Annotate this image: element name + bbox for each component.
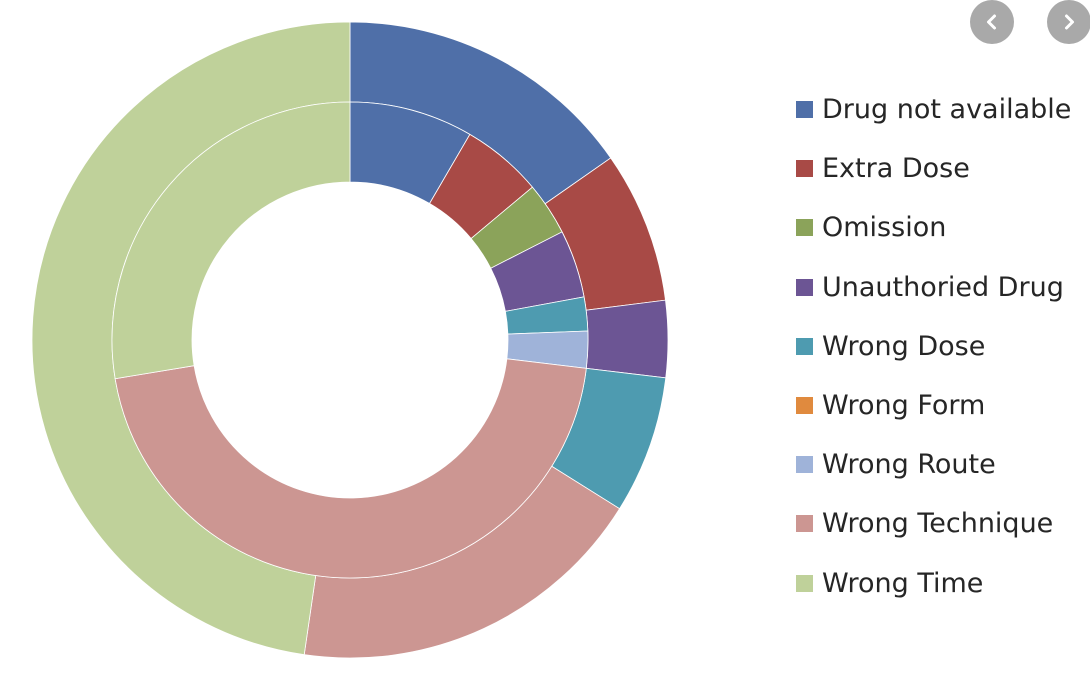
legend-label: Extra Dose xyxy=(822,153,970,185)
legend-label: Drug not available xyxy=(822,94,1072,126)
outer-ring xyxy=(31,21,669,659)
legend-swatch xyxy=(796,101,813,119)
legend-label: Omission xyxy=(822,212,947,244)
legend-label: Wrong Route xyxy=(822,449,996,481)
legend-item-wrong-route: Wrong Route xyxy=(796,435,1071,494)
legend-item-wrong-form: Wrong Form xyxy=(796,376,1071,435)
legend-swatch xyxy=(796,515,813,533)
legend-item-wrong-technique: Wrong Technique xyxy=(796,494,1071,553)
legend-swatch xyxy=(796,574,813,592)
outer-slice-unauthoried-drug xyxy=(585,299,669,379)
legend-swatch xyxy=(796,456,813,474)
legend-label: Wrong Technique xyxy=(822,508,1054,540)
legend-swatch xyxy=(796,160,813,178)
legend-item-wrong-dose: Wrong Dose xyxy=(796,317,1071,376)
double-donut-chart xyxy=(31,21,669,659)
chevron-right-icon xyxy=(1065,14,1074,30)
legend-item-omission: Omission xyxy=(796,198,1071,257)
previous-button[interactable] xyxy=(970,0,1014,44)
legend-label: Unauthoried Drug xyxy=(822,271,1064,303)
legend-swatch xyxy=(796,337,813,355)
inner-slice-wrong-technique xyxy=(114,358,587,579)
legend-label: Wrong Dose xyxy=(822,330,986,362)
inner-slice-wrong-time xyxy=(111,101,351,380)
legend-swatch xyxy=(796,278,813,296)
legend-item-wrong-time: Wrong Time xyxy=(796,554,1071,613)
inner-ring xyxy=(111,101,589,579)
legend-label: Wrong Form xyxy=(822,390,986,422)
legend-label: Wrong Time xyxy=(822,567,984,599)
legend-swatch xyxy=(796,219,813,237)
legend-swatch xyxy=(796,397,813,415)
legend-item-drug-not-available: Drug not available xyxy=(796,80,1071,139)
legend-item-extra-dose: Extra Dose xyxy=(796,139,1071,198)
next-button[interactable] xyxy=(1047,0,1090,44)
legend-item-unauthoried-drug: Unauthoried Drug xyxy=(796,258,1071,317)
chart-legend: Drug not available Extra Dose Omission U… xyxy=(796,80,1071,613)
chevron-left-icon xyxy=(987,14,996,30)
